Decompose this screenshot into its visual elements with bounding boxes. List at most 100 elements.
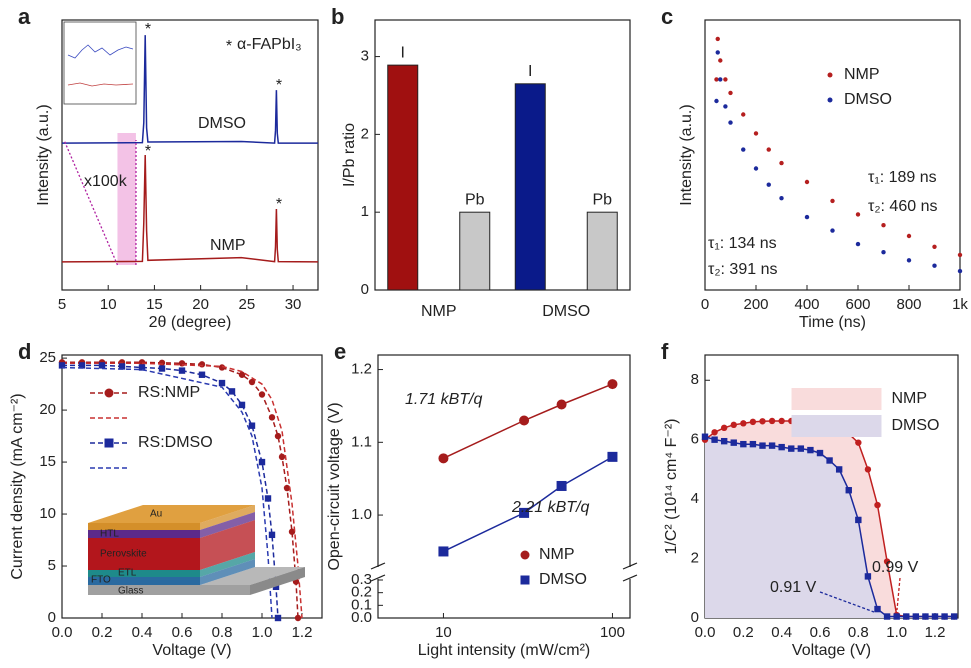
axis-break-gap [375,567,381,579]
legend-marker [520,575,530,585]
marker [845,487,852,494]
glass-front [88,585,250,595]
marker [238,401,246,409]
layer-front [88,538,200,570]
x-tick-label: 0.2 [92,624,113,641]
marker [264,495,272,502]
y-tick-label: 0.2 [351,584,372,601]
inset-trace [67,44,134,59]
marker [258,458,266,466]
marker [272,583,280,591]
marker [728,120,733,125]
x-tick-label: 800 [896,296,921,313]
marker [519,507,530,518]
y-axis-label: I/Pb ratio [341,123,358,187]
marker [711,429,718,436]
panel-label: f [661,339,669,364]
marker [779,160,784,166]
marker [740,420,747,427]
axis-break-mark [622,574,638,582]
bar-label: Pb [592,191,612,208]
marker [957,268,963,274]
intercept-arrow [896,577,901,611]
y-tick-label: 15 [39,453,56,470]
legend-label: NMP [844,66,880,83]
marker [816,449,824,457]
marker [278,453,286,461]
y-tick-label: 0 [361,281,369,298]
peak-star: * [226,38,232,55]
marker [778,443,785,451]
marker [158,359,166,366]
x-tick-label: 1.0 [252,624,273,641]
glass-top [200,567,305,585]
x-tick-label: 0.6 [810,624,831,641]
x-tick-label: 0.0 [695,624,716,641]
marker [728,90,733,96]
marker [753,131,759,136]
marker [98,362,106,369]
marker [881,223,886,228]
marker [826,457,833,464]
y-tick-label: 1.0 [351,506,372,523]
axis-break-gap [627,567,633,579]
series-line [61,154,319,263]
marker [855,516,862,524]
marker [766,147,771,152]
legend-marker [520,550,530,560]
marker [768,442,776,449]
marker [701,433,709,440]
bar [514,83,546,291]
marker [797,445,805,452]
bar [387,64,419,291]
marker [874,501,881,509]
marker [855,241,861,247]
marker [855,212,861,217]
y-tick-label: 10 [39,505,56,522]
marker [723,104,728,109]
marker [715,36,720,42]
y-tick-label: 6 [691,431,699,448]
layer-front [88,570,200,577]
marker [779,196,784,201]
marker [607,451,618,462]
marker [283,484,291,492]
marker [874,605,881,613]
marker [258,391,266,398]
axis-break-mark [370,574,386,582]
marker [759,442,766,449]
marker [556,399,567,410]
legend-label: DMSO [892,417,940,434]
marker [274,614,282,622]
bar-label: I [528,63,532,80]
x-tick-label: 30 [285,296,302,313]
marker [720,424,728,432]
legend-marker [827,72,833,78]
x-axis-label: Voltage (V) [152,642,231,659]
plot-frame [61,354,323,619]
marker [218,379,226,387]
y-tick-label: 2 [691,550,699,567]
marker [768,417,776,425]
peak-star: * [276,77,282,94]
x-tick-label: NMP [421,303,457,320]
axis-break-mark [622,562,638,570]
x-tick-label: 20 [192,296,209,313]
y-tick-label: 2 [361,125,369,142]
x-tick-label: 0.4 [132,624,153,641]
layer-side [200,505,255,530]
intercept-label: 0.99 V [872,559,919,576]
bar [586,211,618,291]
series-label: DMSO [198,115,246,132]
peak-star: * [276,196,282,213]
legend-swatch [791,388,882,410]
layer-side [200,512,255,538]
intercept-arrow [819,591,875,613]
marker [730,421,737,429]
x-tick-label: 100 [600,624,625,641]
marker [438,453,449,464]
x-tick-label: 0.2 [733,624,754,641]
marker [238,371,246,378]
x-axis-label: Time (ns) [799,314,866,331]
marker [519,415,530,426]
